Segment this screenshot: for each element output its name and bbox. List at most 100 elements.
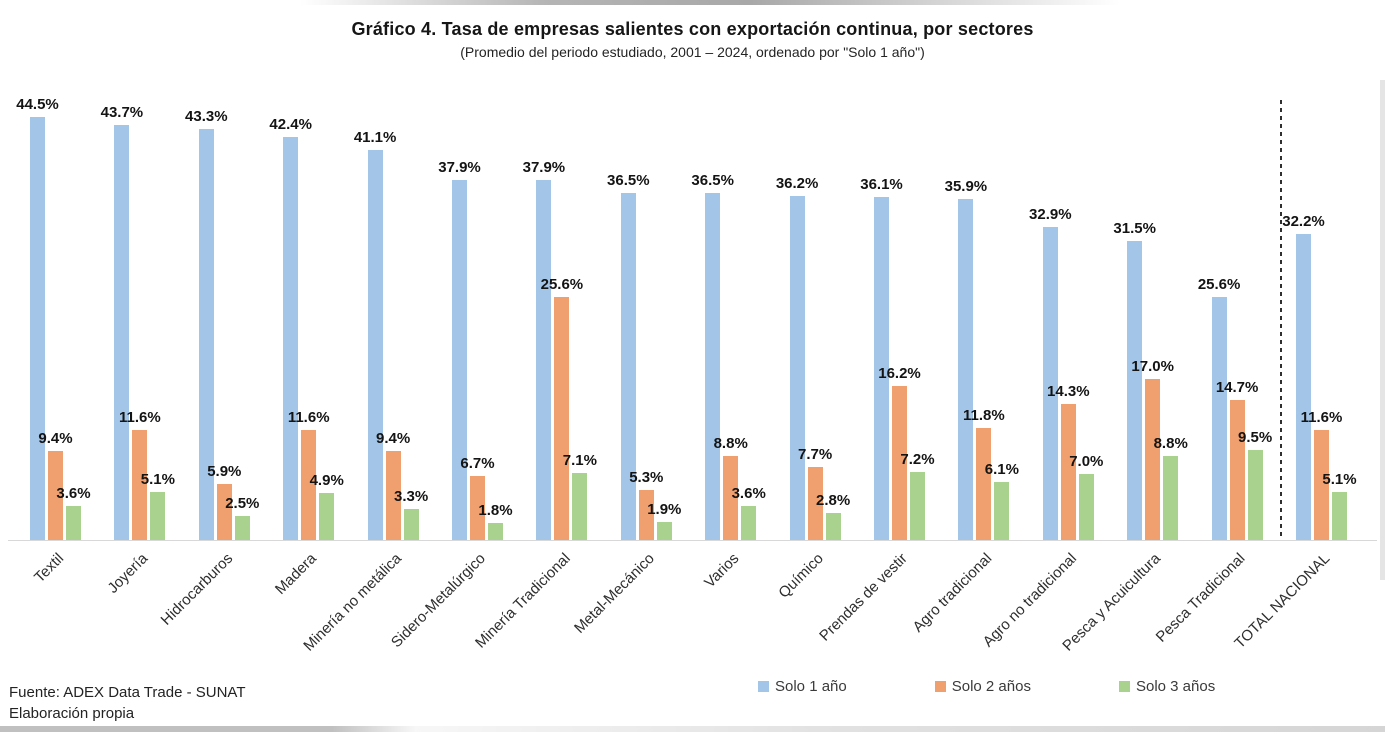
category-label: Hidrocarburos: [157, 550, 236, 629]
bar-value-label: 9.5%: [1237, 428, 1273, 446]
category-label: Textil: [30, 550, 68, 587]
bar-value-label: 5.1%: [1322, 470, 1357, 488]
bar: [976, 427, 992, 540]
bar-value-label: 37.9%: [522, 158, 566, 176]
bar-value-label: 32.2%: [1282, 213, 1325, 231]
bar-value-label: 11.8%: [963, 406, 1005, 424]
bar-value-label: 3.6%: [56, 484, 91, 502]
bar: [910, 471, 925, 540]
bar: [367, 149, 383, 540]
bar-value-label: 31.5%: [1113, 219, 1156, 237]
bar-value-label: 14.7%: [1215, 379, 1259, 397]
bar: [1247, 449, 1263, 540]
bar-value-label: 43.3%: [185, 107, 228, 125]
bar: [301, 429, 317, 540]
bar-value-label: 3.6%: [731, 484, 766, 502]
bar: [452, 179, 467, 540]
bar-value-label: 42.4%: [269, 116, 312, 134]
bar-value-label: 5.9%: [207, 462, 242, 480]
legend-label: Solo 2 años: [951, 678, 1031, 695]
bar: [1314, 429, 1329, 540]
bar-value-label: 2.5%: [225, 495, 260, 513]
category-label: Agro tradicional: [909, 550, 996, 636]
scan-artifact-bottom: [0, 726, 1385, 732]
bar-value-label: 8.8%: [713, 435, 748, 453]
bar-value-label: 8.8%: [1153, 435, 1188, 453]
bar-value-label: 6.1%: [984, 461, 1019, 479]
scan-artifact-right: [1380, 80, 1385, 580]
bar: [620, 193, 636, 540]
bar-value-label: 3.3%: [393, 487, 429, 505]
bar: [723, 456, 739, 540]
bar: [741, 505, 757, 540]
bar: [30, 117, 45, 540]
legend-label: Solo 3 años: [1135, 678, 1216, 695]
bar-value-label: 14.3%: [1047, 383, 1090, 401]
bar-value-label: 25.6%: [540, 275, 584, 293]
bar: [1296, 234, 1311, 540]
legend-swatch-icon: [758, 681, 769, 692]
category-label: TOTAL NACIONAL: [1231, 550, 1334, 653]
bar: [807, 466, 823, 540]
chart-legend: Solo 1 año Solo 2 años Solo 3 años: [758, 678, 1215, 695]
source-note: Fuente: ADEX Data Trade - SUNAT Elaborac…: [9, 682, 245, 724]
bar-value-label: 9.4%: [38, 429, 73, 447]
bar-value-label: 7.7%: [797, 445, 833, 463]
bar-value-label: 1.8%: [478, 501, 513, 519]
category-label: Minería Tradicional: [471, 550, 574, 652]
category-label: Prendas de vestir: [816, 550, 912, 645]
bar-value-label: 2.8%: [815, 492, 851, 510]
bar: [536, 179, 552, 540]
bar-value-label: 25.6%: [1197, 275, 1241, 293]
bar-value-label: 37.9%: [438, 158, 481, 176]
bar-value-label: 36.2%: [775, 175, 819, 193]
bar: [150, 491, 166, 540]
bar: [825, 513, 841, 540]
bar: [66, 505, 81, 540]
scan-artifact-top: [300, 0, 1120, 5]
bar: [198, 128, 214, 540]
bar: [1042, 227, 1058, 540]
bar-value-label: 11.6%: [287, 408, 330, 426]
bar: [958, 198, 974, 540]
bar: [1078, 473, 1094, 540]
category-label: Madera: [272, 550, 321, 598]
bar: [994, 482, 1010, 540]
bar: [488, 522, 503, 540]
bar-value-label: 7.1%: [562, 451, 597, 469]
bar-value-label: 5.1%: [140, 470, 175, 488]
bar: [1127, 240, 1143, 540]
category-label: Joyería: [104, 550, 152, 597]
source-line: Fuente: ADEX Data Trade - SUNAT: [9, 684, 246, 701]
x-axis-line: [8, 540, 1377, 541]
bar-value-label: 11.6%: [1300, 408, 1343, 426]
bar: [216, 483, 232, 540]
bar: [789, 196, 805, 540]
category-label: Metal-Mecánico: [570, 550, 658, 637]
bar: [1163, 456, 1179, 540]
bar-value-label: 7.2%: [900, 450, 935, 468]
bar-value-label: 9.4%: [375, 429, 411, 447]
bar: [572, 472, 588, 540]
bar-value-label: 1.9%: [647, 500, 682, 518]
legend-label: Solo 1 año: [775, 678, 847, 695]
bar: [1060, 404, 1076, 540]
bar-value-label: 36.5%: [691, 172, 734, 190]
bar: [403, 508, 419, 540]
bar: [554, 296, 570, 540]
bar: [234, 516, 250, 540]
bar: [705, 193, 721, 540]
bar-value-label: 11.6%: [119, 408, 161, 426]
bar: [132, 429, 148, 540]
bar-value-label: 7.0%: [1069, 452, 1104, 470]
total-separator-dashed-line: [1280, 100, 1282, 540]
elaboration-line: Elaboración propia: [9, 705, 135, 722]
legend-item-solo-1-ano: Solo 1 año: [758, 678, 847, 695]
category-label: Varios: [700, 550, 743, 592]
bar-value-label: 35.9%: [944, 177, 988, 195]
bar: [1229, 400, 1245, 540]
bar: [1211, 296, 1227, 540]
bar: [892, 386, 907, 540]
category-label: Sidero-Metalúrgico: [387, 550, 490, 652]
